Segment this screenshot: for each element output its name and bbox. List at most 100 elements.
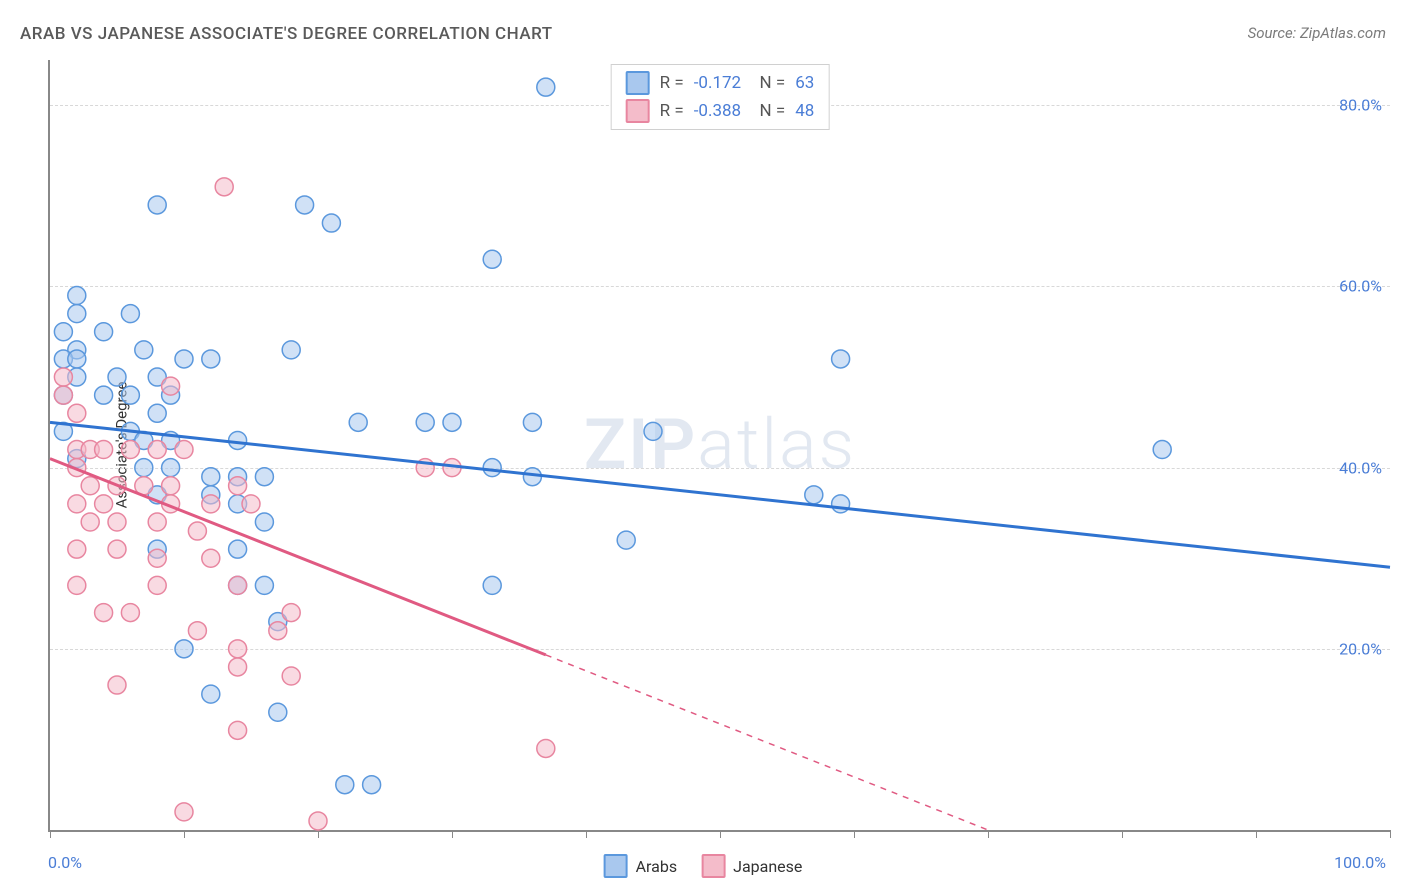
- data-point: [148, 404, 166, 422]
- correlation-legend: R = -0.172 N = 63 R = -0.388 N = 48: [611, 64, 830, 130]
- data-point: [443, 413, 461, 431]
- data-point: [255, 468, 273, 486]
- data-point: [202, 685, 220, 703]
- data-point: [121, 305, 139, 323]
- x-tick: [1122, 830, 1123, 838]
- series-legend: Arabs Japanese: [604, 854, 803, 878]
- data-point: [135, 341, 153, 359]
- data-point: [229, 540, 247, 558]
- data-point: [68, 540, 86, 558]
- data-point: [68, 495, 86, 513]
- x-tick: [1256, 830, 1257, 838]
- data-point: [68, 404, 86, 422]
- data-point: [202, 468, 220, 486]
- data-point: [175, 441, 193, 459]
- data-point: [644, 422, 662, 440]
- swatch-arabs: [604, 854, 628, 878]
- n-label: N =: [751, 73, 785, 93]
- x-tick: [1390, 830, 1391, 838]
- r-value-japanese: -0.388: [694, 101, 741, 121]
- data-point: [255, 576, 273, 594]
- data-point: [162, 377, 180, 395]
- data-point: [95, 386, 113, 404]
- data-point: [242, 495, 260, 513]
- data-point: [349, 413, 367, 431]
- data-point: [148, 549, 166, 567]
- page-title: ARAB VS JAPANESE ASSOCIATE'S DEGREE CORR…: [20, 24, 553, 44]
- data-point: [229, 477, 247, 495]
- data-point: [483, 250, 501, 268]
- swatch-japanese: [701, 854, 725, 878]
- legend-item-arabs: Arabs: [604, 854, 678, 878]
- data-point: [336, 776, 354, 794]
- x-tick: [50, 830, 51, 838]
- legend-label-japanese: Japanese: [733, 857, 802, 876]
- data-point: [537, 739, 555, 757]
- data-point: [121, 441, 139, 459]
- x-tick: [452, 830, 453, 838]
- data-point: [416, 413, 434, 431]
- data-point: [148, 576, 166, 594]
- data-point: [617, 531, 635, 549]
- data-point: [95, 495, 113, 513]
- data-point: [188, 622, 206, 640]
- data-point: [523, 413, 541, 431]
- data-point: [95, 604, 113, 622]
- data-point: [282, 341, 300, 359]
- data-point: [68, 576, 86, 594]
- trend-line-dashed: [546, 655, 988, 830]
- chart-svg: [50, 60, 1390, 830]
- data-point: [81, 477, 99, 495]
- x-tick: [318, 830, 319, 838]
- data-point: [148, 441, 166, 459]
- data-point: [175, 350, 193, 368]
- data-point: [108, 513, 126, 531]
- data-point: [148, 513, 166, 531]
- data-point: [54, 386, 72, 404]
- trend-line: [50, 459, 546, 655]
- data-point: [483, 459, 501, 477]
- data-point: [54, 323, 72, 341]
- n-label: N =: [751, 101, 785, 121]
- x-tick: [184, 830, 185, 838]
- correlation-row-japanese: R = -0.388 N = 48: [626, 99, 815, 123]
- data-point: [95, 323, 113, 341]
- data-point: [121, 604, 139, 622]
- data-point: [832, 350, 850, 368]
- x-tick: [720, 830, 721, 838]
- data-point: [483, 576, 501, 594]
- data-point: [215, 178, 233, 196]
- data-point: [229, 576, 247, 594]
- data-point: [805, 486, 823, 504]
- x-tick: [988, 830, 989, 838]
- n-value-japanese: 48: [795, 101, 814, 121]
- correlation-row-arabs: R = -0.172 N = 63: [626, 71, 815, 95]
- legend-label-arabs: Arabs: [636, 857, 678, 876]
- data-point: [832, 495, 850, 513]
- data-point: [202, 495, 220, 513]
- data-point: [148, 196, 166, 214]
- data-point: [68, 350, 86, 368]
- data-point: [269, 703, 287, 721]
- data-point: [188, 522, 206, 540]
- x-tick: [586, 830, 587, 838]
- data-point: [322, 214, 340, 232]
- scatter-plot: Associate's Degree ZIPatlas R = -0.172 N…: [48, 60, 1390, 832]
- data-point: [363, 776, 381, 794]
- data-point: [202, 549, 220, 567]
- data-point: [255, 513, 273, 531]
- data-point: [229, 721, 247, 739]
- data-point: [309, 812, 327, 830]
- data-point: [296, 196, 314, 214]
- data-point: [202, 350, 220, 368]
- data-point: [162, 477, 180, 495]
- data-point: [108, 540, 126, 558]
- data-point: [282, 667, 300, 685]
- data-point: [54, 368, 72, 386]
- n-value-arabs: 63: [795, 73, 814, 93]
- source-attribution: Source: ZipAtlas.com: [1248, 24, 1386, 42]
- data-point: [162, 459, 180, 477]
- data-point: [135, 459, 153, 477]
- data-point: [95, 441, 113, 459]
- r-value-arabs: -0.172: [694, 73, 741, 93]
